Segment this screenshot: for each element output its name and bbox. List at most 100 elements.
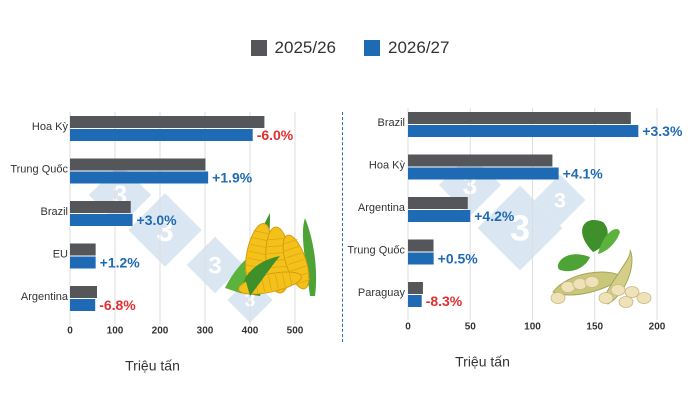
watermark-diamond: [128, 193, 202, 267]
corn-kernel-row: [281, 273, 286, 288]
soybean-bean: [598, 292, 614, 304]
chart-1-bar-2026-27: [70, 299, 96, 311]
corn-kernel-row: [288, 271, 293, 286]
chart-2-change-label: +3.3%: [642, 123, 683, 139]
chart-2-bar-2025-26: [408, 197, 468, 209]
soybean-leaf: [598, 228, 620, 254]
chart-1-category-label: Brazil: [40, 206, 68, 218]
corn-kernel-row: [268, 276, 272, 290]
corn-kernel-row: [247, 257, 266, 263]
legend-item-2026-27[interactable]: 2026/27: [364, 38, 449, 58]
watermark-diamond: [477, 185, 563, 271]
chart-1-tick-label: 0: [67, 326, 73, 337]
chart-1-tick-label: 400: [242, 326, 259, 337]
chart-1-change-label: -6.0%: [257, 127, 294, 143]
chart-1-bar-2025-26: [70, 116, 265, 128]
legend-swatch-2025-26: [250, 40, 267, 56]
corn-kernel-row: [283, 245, 300, 252]
chart-1-category-label: EU: [53, 249, 68, 261]
chart-2-bar-2026-27: [408, 125, 639, 137]
watermark-diamond: [534, 174, 586, 226]
corn-kernel-row: [294, 279, 311, 285]
chart-2-category-label: Paraguay: [358, 287, 406, 299]
corn-husk: [245, 256, 280, 296]
soybean-bean: [624, 286, 640, 298]
chart-2-tick-label: 200: [649, 322, 666, 333]
corn-leaf: [302, 218, 317, 296]
chart-1-bar-2025-26: [70, 201, 131, 213]
chart-1-category-label: Argentina: [21, 291, 69, 303]
chart-2-change-label: +4.1%: [563, 166, 604, 182]
corn-kernel-row: [249, 250, 267, 256]
chart-2-bar-2025-26: [408, 239, 434, 252]
soybean-bean: [636, 292, 652, 304]
chart-1-tick-label: 100: [107, 326, 124, 337]
chart-1-change-label: +3.0%: [137, 212, 178, 228]
corn-kernel-row: [253, 230, 272, 235]
legend-label-2026-27: 2026/27: [388, 38, 450, 57]
chart-2-bar-2025-26: [408, 282, 423, 294]
watermark-digit: 3: [554, 188, 566, 213]
chart-1-bar-2025-26: [70, 243, 96, 256]
chart-2-bar-2026-27: [408, 295, 422, 307]
corn-icon: [225, 213, 317, 296]
chart-1-bar-2026-27: [70, 256, 96, 269]
legend-swatch-2026-27: [364, 40, 380, 56]
chart-2-tick-label: 0: [405, 322, 411, 333]
chart-1-change-label: +1.9%: [212, 170, 253, 186]
corn-kernel-row: [268, 265, 289, 269]
soybean-leaf: [557, 254, 590, 272]
chart-1-change-label: +1.2%: [100, 255, 141, 271]
legend-label-2025-26: 2025/26: [274, 38, 336, 57]
watermark-digit: 3: [510, 208, 530, 249]
chart-2-axis-label: Triệu tấn: [455, 354, 510, 370]
soybean-bean: [572, 278, 588, 290]
chart-2-bar-2026-27: [408, 252, 434, 265]
chart-1-bar-2025-26: [70, 158, 206, 171]
soybean-bean: [618, 296, 634, 308]
chart-2-category-label: Argentina: [358, 202, 406, 214]
chart-1-axis-label: Triệu tấn: [125, 358, 180, 374]
corn-kernel-row: [290, 265, 306, 272]
corn-kernel-row: [275, 274, 279, 289]
chart-1-category-label: Trung Quốc: [10, 164, 68, 176]
legend-item-2025-26[interactable]: 2025/26: [250, 38, 336, 58]
legend: 2025/26 2026/27: [0, 36, 700, 60]
watermark-digit: 3: [208, 252, 221, 279]
chart-2-change-label: +0.5%: [438, 251, 479, 267]
soybean-icon: [550, 220, 652, 308]
chart-2-category-label: Hoa Kỳ: [369, 160, 406, 172]
corn-kernel-row: [250, 243, 269, 249]
chart-2-change-label: -8.3%: [426, 293, 463, 309]
watermark-3-icon-5: 3: [534, 174, 586, 226]
chart-1-category-label: Hoa Kỳ: [32, 121, 69, 133]
watermark-3-icon-4: 3: [477, 185, 563, 271]
corn-kernel-row: [281, 239, 298, 245]
chart-2-bar-2025-26: [408, 112, 631, 124]
corn-kernel-row: [266, 237, 287, 241]
chart-1-change-label: -6.8%: [99, 297, 136, 313]
chart-2-category-label: Trung Quốc: [347, 245, 405, 257]
watermark-3-icon-1: 3: [128, 193, 202, 267]
chart-1-bar-2025-26: [70, 286, 97, 298]
chart-2-bar-2026-27: [408, 167, 559, 180]
corn-kernel-row: [286, 252, 302, 259]
chart-1-bar-2026-27: [70, 214, 133, 226]
chart-2-tick-label: 100: [524, 322, 541, 333]
chart-1-bar-2026-27: [70, 129, 253, 141]
corn-kernel-row: [261, 277, 265, 292]
chart-2-change-label: +4.2%: [474, 208, 515, 224]
chart-1-tick-label: 300: [197, 326, 214, 337]
chart-2-bar-2025-26: [408, 154, 553, 167]
chart-2-tick-label: 150: [586, 322, 603, 333]
chart-2-bar-2026-27: [408, 210, 471, 222]
chart-2-category-label: Brazil: [377, 117, 405, 129]
soybean-bean: [584, 276, 600, 288]
chart-1-bar-2026-27: [70, 171, 209, 184]
chart-1-tick-label: 500: [287, 326, 304, 337]
watermark-digit: 3: [156, 213, 173, 248]
chart-1-tick-label: 200: [152, 326, 169, 337]
panel-divider: [342, 112, 343, 342]
corn-kernel-row: [288, 259, 304, 265]
